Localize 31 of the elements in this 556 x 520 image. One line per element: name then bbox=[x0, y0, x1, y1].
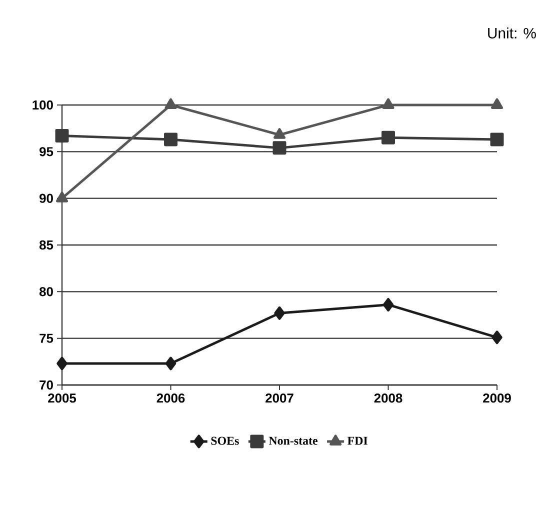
point bbox=[272, 141, 286, 155]
point bbox=[273, 128, 286, 139]
y-tick-label: 95 bbox=[40, 147, 54, 156]
point bbox=[382, 130, 395, 144]
y-tick-label: 75 bbox=[40, 334, 54, 343]
point bbox=[164, 98, 177, 109]
point bbox=[56, 356, 68, 370]
x-tick-label: 2008 bbox=[374, 394, 402, 403]
legend-label: Non-state bbox=[268, 436, 318, 445]
y-tick-label: 85 bbox=[39, 240, 54, 250]
y-tick-label: 80 bbox=[39, 287, 53, 296]
y-tick-label: 100 bbox=[32, 100, 53, 110]
y-tick-label: 90 bbox=[40, 194, 53, 203]
x-tick-label: 2007 bbox=[266, 394, 294, 403]
legend-label: FDI bbox=[348, 436, 368, 445]
y-tick-label: 70 bbox=[40, 380, 53, 390]
x-tick-label: 2006 bbox=[156, 394, 185, 403]
point bbox=[165, 356, 176, 370]
point bbox=[55, 129, 69, 143]
x-tick-label: 2005 bbox=[48, 394, 76, 403]
point bbox=[56, 192, 68, 202]
text: Unit: % bbox=[488, 28, 536, 38]
x-tick-label: 2009 bbox=[483, 394, 511, 403]
point bbox=[490, 132, 504, 146]
point bbox=[490, 98, 504, 109]
point bbox=[164, 132, 178, 146]
point bbox=[274, 306, 285, 320]
legend-label: SOEs bbox=[211, 436, 239, 445]
point bbox=[492, 330, 502, 344]
point bbox=[382, 98, 394, 109]
point bbox=[382, 298, 394, 312]
